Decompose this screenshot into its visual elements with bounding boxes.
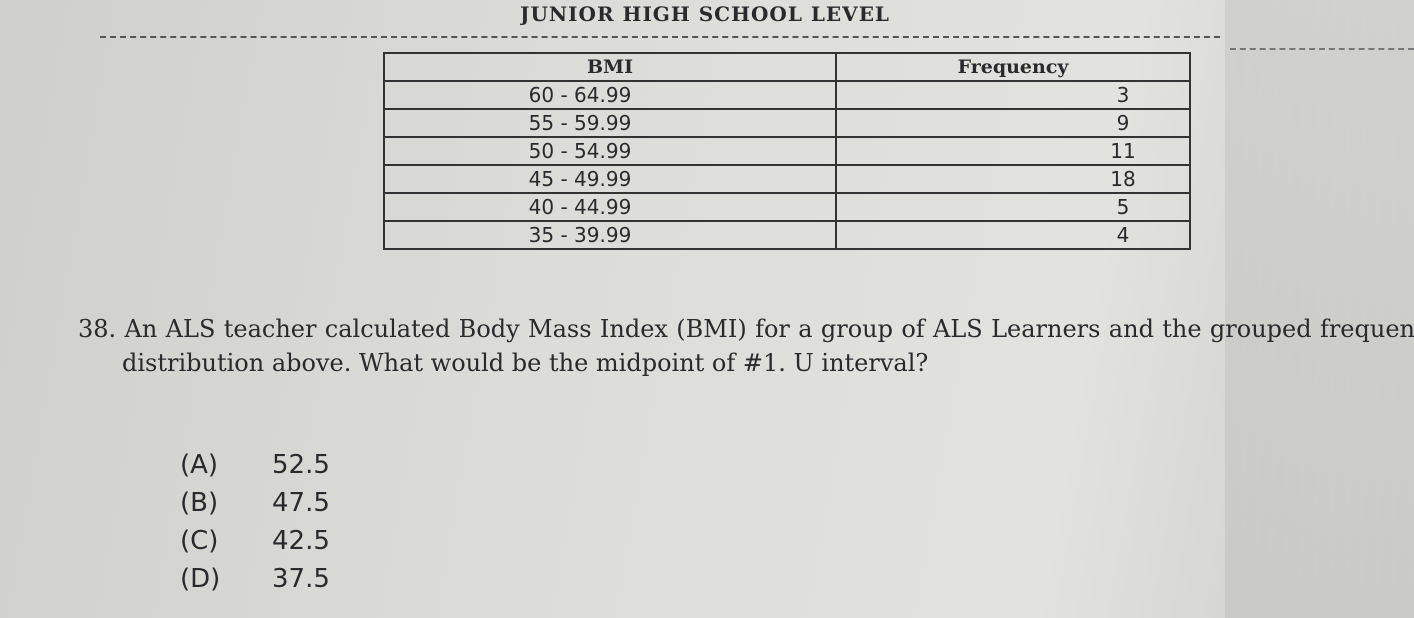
option: (D) 37.5: [180, 560, 330, 598]
bmi-cell: 40 - 44.99: [383, 192, 837, 222]
option: (C) 42.5: [180, 522, 330, 560]
frequency-cell: 11: [835, 136, 1191, 166]
option: (B) 47.5: [180, 484, 330, 522]
header-title: JUNIOR HIGH SCHOOL LEVEL: [520, 2, 890, 26]
bmi-cell: 55 - 59.99: [383, 108, 837, 138]
column-header: Frequency: [835, 52, 1191, 82]
option-value: 52.5: [272, 450, 330, 480]
option-value: 42.5: [272, 526, 330, 556]
question-number: 38.: [78, 315, 117, 343]
bmi-cell: 45 - 49.99: [383, 164, 837, 194]
bmi-cell: 60 - 64.99: [383, 80, 837, 110]
option-label: (A): [180, 450, 219, 480]
dashed-rule: [100, 36, 1220, 38]
option-value: 47.5: [272, 488, 330, 518]
frequency-cell: 3: [835, 80, 1191, 110]
table-row: 35 - 39.99 4: [383, 220, 1191, 250]
table-row: 50 - 54.99 11: [383, 136, 1191, 166]
option-label: (B): [180, 488, 219, 518]
option-label: (D): [180, 564, 221, 594]
table-row: 40 - 44.99 5: [383, 192, 1191, 222]
table-row: 45 - 49.99 18: [383, 164, 1191, 194]
table-row: 55 - 59.99 9: [383, 108, 1191, 138]
frequency-cell: 5: [835, 192, 1191, 222]
table-row: 60 - 64.99 3: [383, 80, 1191, 110]
bmi-cell: 35 - 39.99: [383, 220, 837, 250]
column-header: BMI: [383, 52, 837, 82]
page-fold: [1225, 0, 1414, 618]
frequency-cell: 9: [835, 108, 1191, 138]
question: 38. An ALS teacher calculated Body Mass …: [78, 312, 1414, 380]
option: (A) 52.5: [180, 446, 330, 484]
options: (A) 52.5 (B) 47.5 (C) 42.5 (D) 37.5: [180, 446, 330, 598]
frequency-cell: 18: [835, 164, 1191, 194]
option-label: (C): [180, 526, 219, 556]
option-value: 37.5: [272, 564, 330, 594]
bmi-cell: 50 - 54.99: [383, 136, 837, 166]
frequency-table: BMI Frequency 60 - 64.99 3 55 - 59.99 9 50 -…: [383, 52, 1191, 250]
dashed-rule: [1230, 48, 1414, 50]
frequency-cell: 4: [835, 220, 1191, 250]
question-text: An ALS teacher calculated Body Mass Inde…: [122, 315, 1414, 377]
